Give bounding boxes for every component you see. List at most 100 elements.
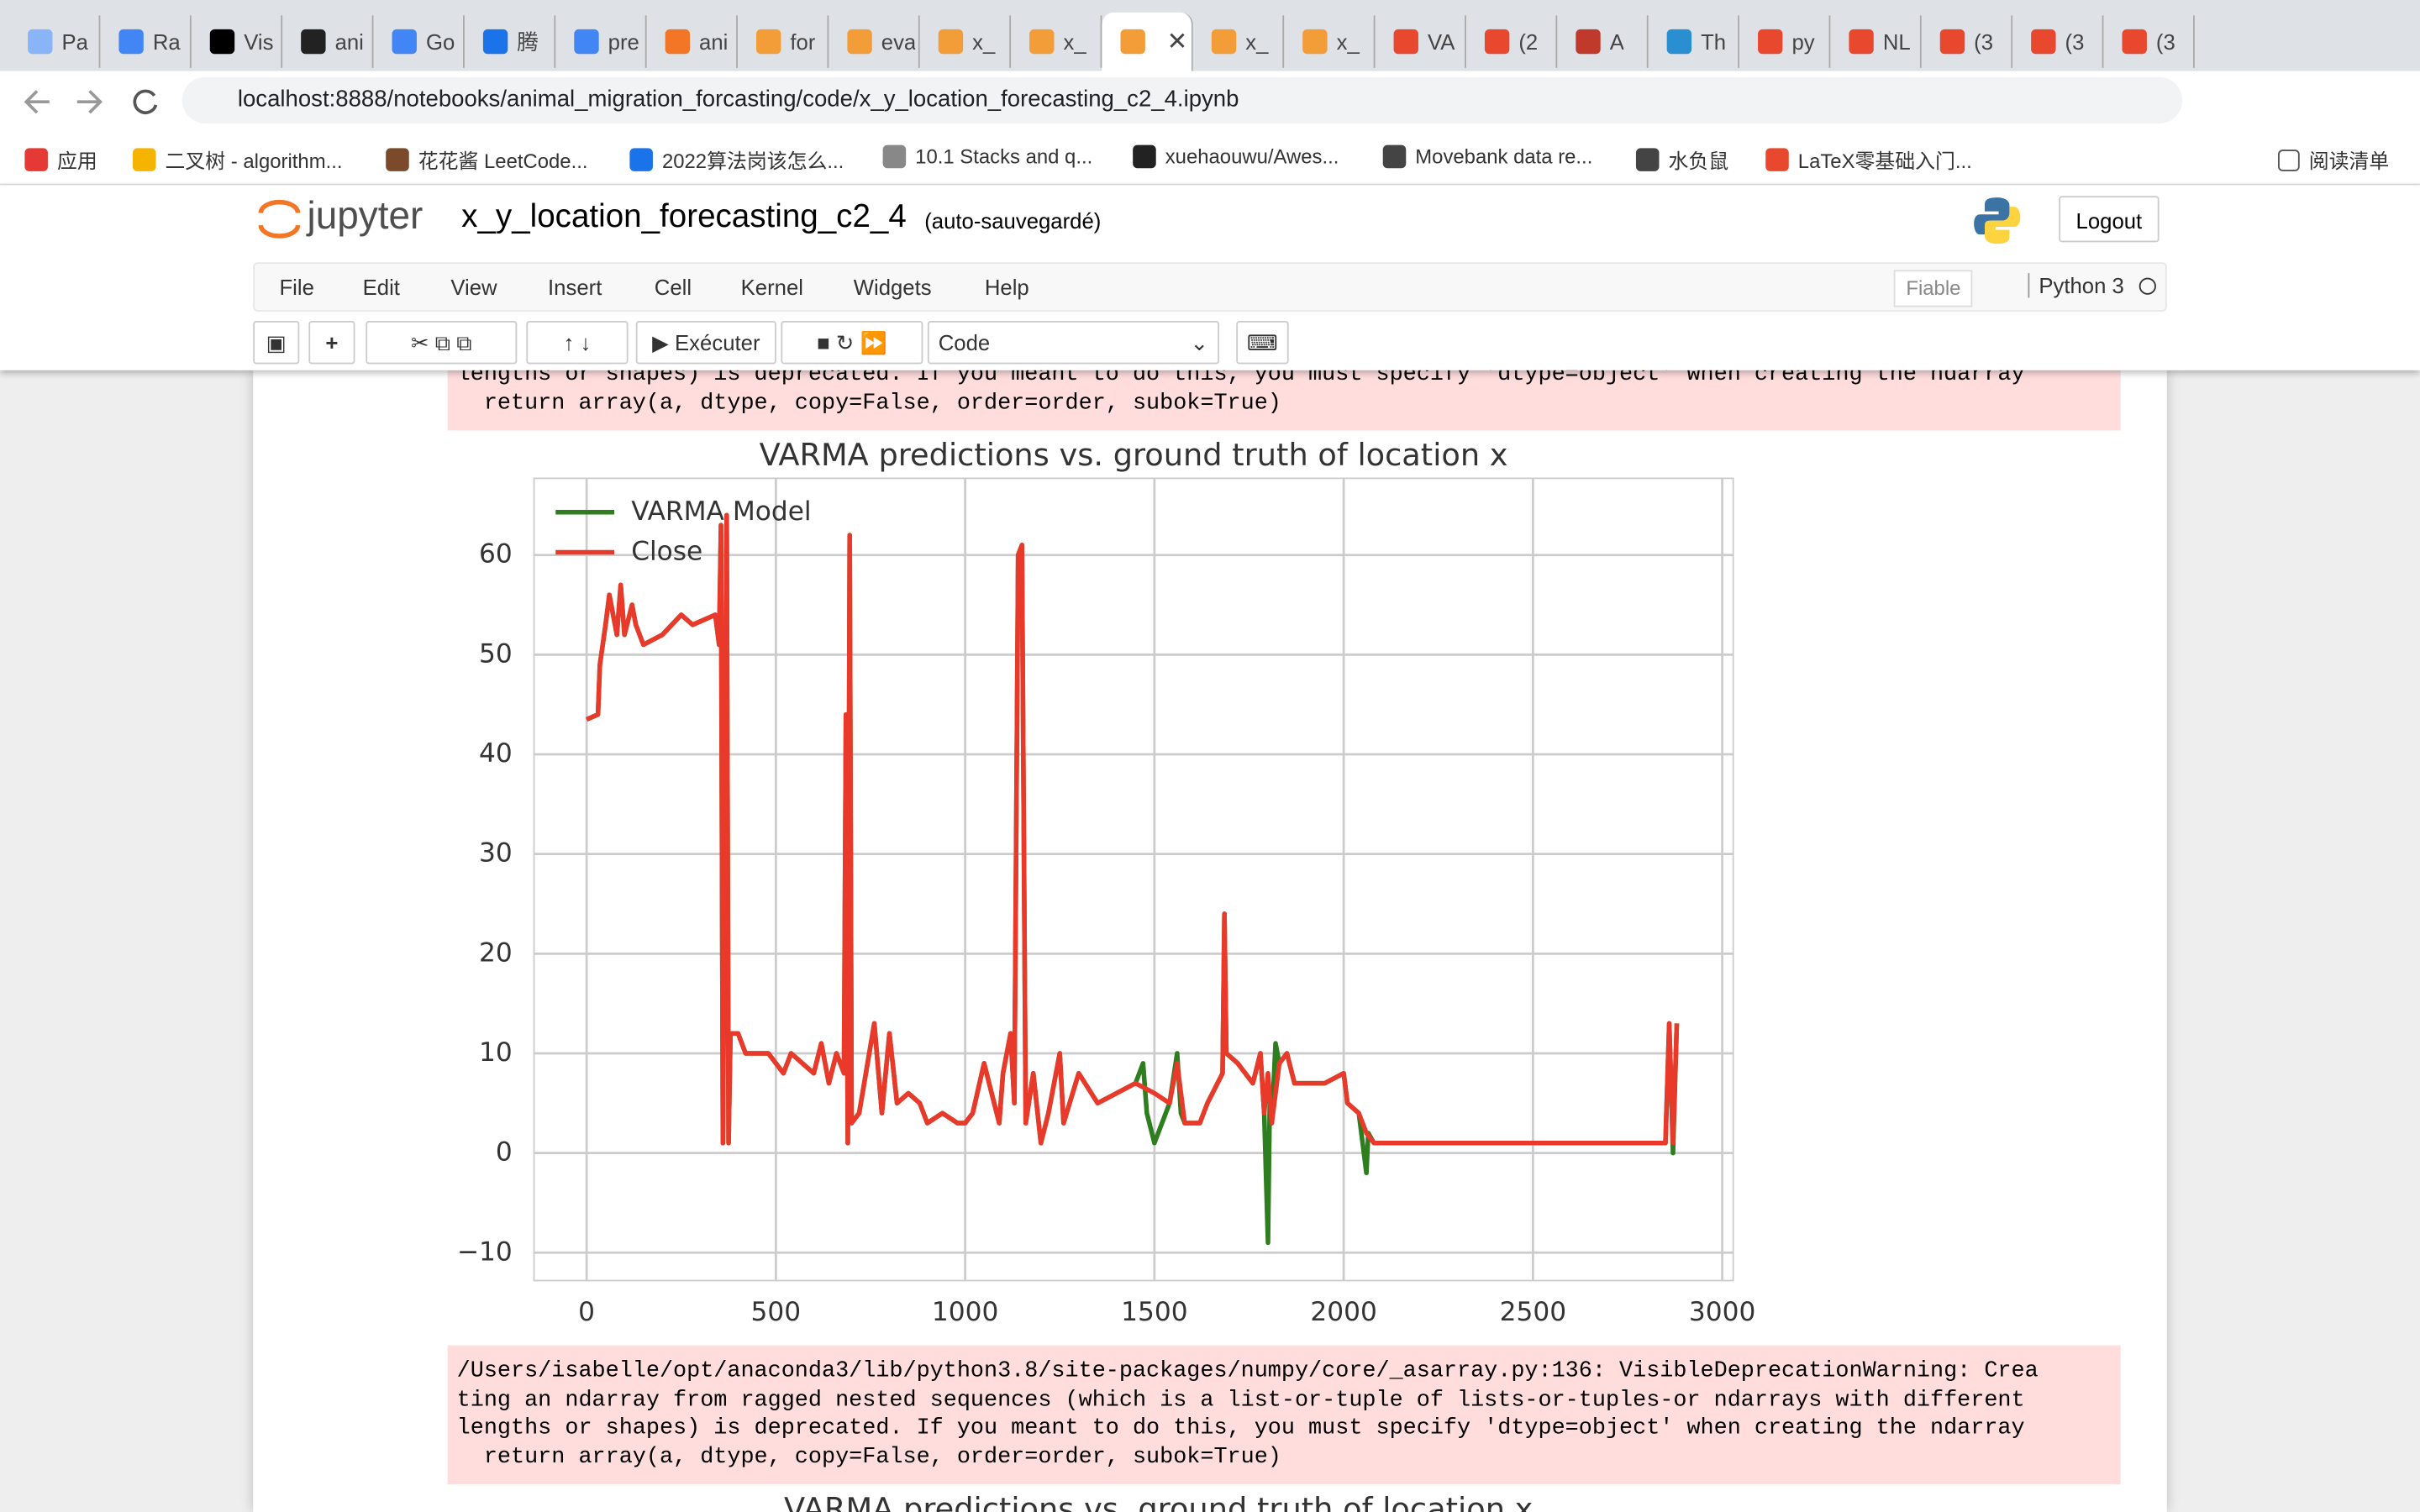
tab-icon bbox=[392, 29, 417, 55]
dropdown-arrow: ⌄ bbox=[1190, 329, 1209, 354]
tab-title: ani bbox=[334, 29, 364, 55]
tab-active[interactable]: ✕ bbox=[1102, 12, 1193, 71]
tab-title: Pa bbox=[61, 29, 88, 55]
kernel-status bbox=[2139, 277, 2156, 295]
keyboard-button[interactable]: ⌨ bbox=[1236, 321, 1289, 365]
menu-item[interactable]: File bbox=[279, 274, 314, 300]
tab-icon bbox=[482, 29, 508, 55]
bookmark-icon bbox=[132, 148, 156, 171]
address-bar[interactable]: localhost:8888/notebooks/animal_migratio… bbox=[182, 76, 2183, 123]
output-line: ting an ndarray from ragged nested seque… bbox=[456, 1388, 2025, 1413]
tab[interactable]: VA bbox=[1376, 15, 1466, 68]
bookmark[interactable]: 水负鼠 bbox=[1635, 145, 1728, 175]
insert-button[interactable]: + bbox=[308, 321, 355, 365]
chart: VARMA predictions vs. ground truth of lo… bbox=[457, 437, 1755, 1327]
tab-icon bbox=[1211, 29, 1237, 55]
bookmarks-bar: 阅读清单 应用 二叉树 - algorithm... 花花酱 LeetCode...… bbox=[0, 132, 2420, 186]
tab[interactable]: Vis bbox=[192, 15, 283, 68]
output-warning: /Users/isabelle/opt/anaconda3/lib/python… bbox=[447, 1345, 2121, 1485]
tab-title: 腾 bbox=[517, 29, 539, 55]
tab-icon bbox=[1120, 29, 1145, 55]
bookmark-icon bbox=[882, 144, 907, 169]
menu-item[interactable]: Edit bbox=[362, 274, 400, 300]
save-button[interactable]: ▣ bbox=[253, 321, 300, 365]
tab[interactable]: for bbox=[738, 15, 829, 68]
bookmark-icon bbox=[24, 148, 48, 171]
bookmark-label: 10.1 Stacks and q... bbox=[915, 144, 1093, 169]
move-buttons[interactable]: ↑ ↓ bbox=[526, 321, 629, 365]
output-line: return array(a, dtype, copy=False, order… bbox=[456, 391, 1281, 417]
legend-label: VARMA Model bbox=[631, 496, 811, 527]
next-chart-title: VARMA predictions vs. ground truth of lo… bbox=[784, 1490, 1534, 1512]
tab[interactable]: Pa bbox=[9, 15, 101, 68]
tab[interactable]: ani bbox=[647, 15, 738, 68]
data-line bbox=[586, 512, 1680, 1146]
tab-icon bbox=[2031, 29, 2056, 55]
tab[interactable]: Go bbox=[373, 15, 465, 68]
tab-icon bbox=[756, 29, 781, 55]
tab[interactable]: (3 bbox=[1922, 15, 2013, 68]
y-tick-label: 20 bbox=[479, 937, 513, 968]
nav-buttons[interactable] bbox=[15, 83, 170, 120]
tab[interactable]: x_ bbox=[1011, 15, 1102, 68]
tab[interactable]: py bbox=[1739, 15, 1831, 68]
menu-item[interactable]: Cell bbox=[654, 274, 692, 300]
notebook-name[interactable]: x_y_location_forecasting_c2_4 bbox=[461, 198, 907, 235]
bookmark[interactable]: 2022算法岗该怎么... bbox=[629, 145, 844, 175]
reading-list-label: 阅读清单 bbox=[2308, 150, 2390, 173]
tab-icon bbox=[1302, 29, 1328, 55]
plot-area bbox=[533, 477, 1734, 1282]
tab-icon bbox=[665, 29, 691, 55]
x-tick-label: 2500 bbox=[1500, 1297, 1566, 1327]
tab[interactable]: (2 bbox=[1466, 15, 1558, 68]
bookmark[interactable]: xuehaouwu/Awes... bbox=[1133, 144, 1339, 169]
run-button[interactable]: ▶ Exécuter bbox=[635, 321, 776, 365]
tab-icon bbox=[1758, 29, 1783, 55]
chart-title: VARMA predictions vs. ground truth of lo… bbox=[760, 437, 1508, 473]
tab[interactable]: ani bbox=[282, 15, 374, 68]
kernel-name: Python 3 bbox=[2028, 273, 2124, 298]
menu-item[interactable]: View bbox=[450, 274, 497, 300]
tab[interactable]: 腾 bbox=[465, 15, 556, 68]
bookmark[interactable]: 应用 bbox=[24, 145, 97, 175]
output-line: lengths or shapes) is deprecated. If you… bbox=[456, 1416, 2025, 1441]
cell-type-select[interactable]: Code ⌄ bbox=[927, 321, 1220, 365]
tab[interactable]: NL bbox=[1830, 15, 1922, 68]
tab[interactable]: x_ bbox=[1193, 15, 1285, 68]
y-tick-label: 40 bbox=[479, 738, 513, 769]
reading-list[interactable]: 阅读清单 bbox=[2278, 145, 2389, 175]
menu-item[interactable]: Insert bbox=[548, 274, 602, 300]
bookmark[interactable]: LaTeX零基础入门... bbox=[1765, 145, 1972, 175]
trusted-indicator[interactable]: Fiable bbox=[1893, 270, 1974, 307]
x-tick-label: 1000 bbox=[932, 1297, 998, 1327]
kernel-buttons[interactable]: ■ ↻ ⏩ bbox=[781, 321, 923, 365]
tab[interactable]: x_ bbox=[920, 15, 1012, 68]
x-tick-label: 1500 bbox=[1121, 1297, 1187, 1327]
bookmark[interactable]: 二叉树 - algorithm... bbox=[132, 145, 342, 175]
clipboard-buttons[interactable]: ✂ ⧉ ⧉ bbox=[366, 321, 518, 365]
tab[interactable]: (3 bbox=[2103, 15, 2195, 68]
legend-label: Close bbox=[631, 537, 702, 567]
cell-type: Code bbox=[938, 330, 991, 355]
menu-item[interactable]: Kernel bbox=[740, 274, 803, 300]
bookmark[interactable]: 花花酱 LeetCode... bbox=[386, 145, 587, 175]
tab[interactable]: Th bbox=[1649, 15, 1740, 68]
menu-item[interactable]: Help bbox=[984, 274, 1029, 300]
output-line: /Users/isabelle/opt/anaconda3/lib/python… bbox=[456, 1359, 2039, 1384]
tab-title: Ra bbox=[152, 29, 181, 55]
tab[interactable]: A bbox=[1557, 15, 1649, 68]
tab-icon bbox=[1576, 29, 1601, 55]
tab-title: x_ bbox=[1336, 29, 1360, 55]
bookmark-icon bbox=[1133, 144, 1156, 169]
tab-close[interactable]: ✕ bbox=[1166, 29, 1188, 56]
tab[interactable]: (3 bbox=[2012, 15, 2104, 68]
logout-button[interactable]: Logout bbox=[2059, 196, 2160, 243]
bookmark[interactable]: Movebank data re... bbox=[1382, 144, 1592, 169]
bookmark[interactable]: 10.1 Stacks and q... bbox=[882, 144, 1093, 169]
tab[interactable]: eva bbox=[829, 15, 920, 68]
tab[interactable]: Ra bbox=[100, 15, 192, 68]
bookmark-label: 2022算法岗该怎么... bbox=[661, 150, 844, 173]
menu-item[interactable]: Widgets bbox=[853, 274, 932, 300]
tab[interactable]: pre bbox=[555, 15, 647, 68]
tab[interactable]: x_ bbox=[1284, 15, 1376, 68]
